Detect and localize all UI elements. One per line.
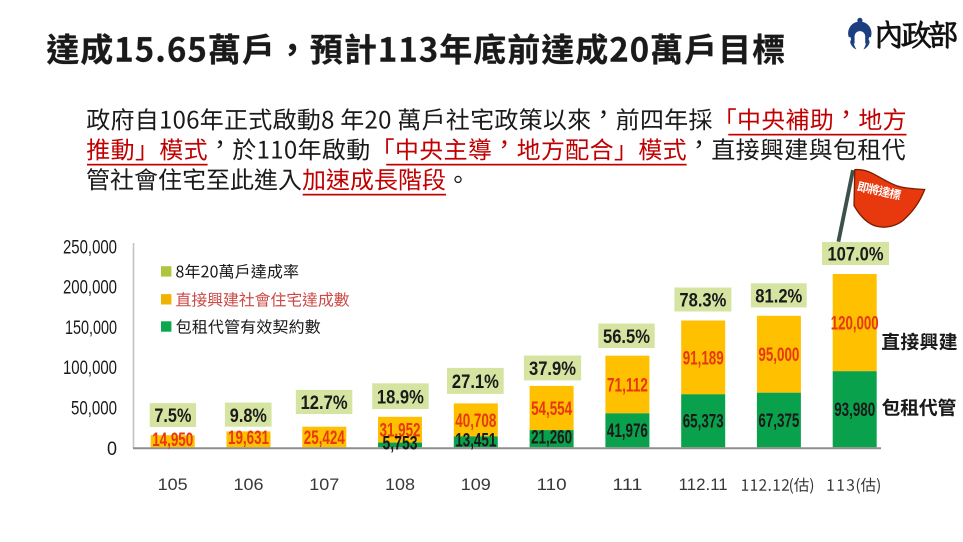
svg-text:54,554: 54,554 xyxy=(531,399,572,420)
svg-text:13,451: 13,451 xyxy=(455,431,496,452)
svg-text:25,424: 25,424 xyxy=(304,428,345,449)
svg-text:56.5%: 56.5% xyxy=(603,326,650,348)
svg-text:67,375: 67,375 xyxy=(758,411,799,432)
svg-text:105: 105 xyxy=(158,476,188,494)
svg-text:110: 110 xyxy=(537,476,567,494)
svg-text:12.7%: 12.7% xyxy=(301,392,348,414)
svg-text:37.9%: 37.9% xyxy=(529,358,576,380)
svg-text:18.9%: 18.9% xyxy=(377,386,424,408)
svg-text:81.2%: 81.2% xyxy=(755,286,802,308)
svg-text:120,000: 120,000 xyxy=(831,314,879,335)
svg-text:78.3%: 78.3% xyxy=(679,290,726,312)
svg-text:111: 111 xyxy=(612,476,642,494)
svg-text:107: 107 xyxy=(309,476,339,494)
svg-text:91,189: 91,189 xyxy=(683,348,724,369)
svg-text:65,373: 65,373 xyxy=(683,412,724,433)
svg-text:31,952: 31,952 xyxy=(380,421,421,442)
svg-text:93,980: 93,980 xyxy=(834,400,875,421)
svg-text:19,631: 19,631 xyxy=(228,428,269,449)
svg-text:14,950: 14,950 xyxy=(152,430,193,451)
svg-text:41,976: 41,976 xyxy=(607,421,648,442)
svg-text:108: 108 xyxy=(385,476,415,494)
svg-text:106: 106 xyxy=(234,476,264,494)
svg-text:9.8%: 9.8% xyxy=(230,405,267,427)
svg-text:109: 109 xyxy=(461,476,491,494)
svg-text:50,000: 50,000 xyxy=(71,398,117,420)
svg-text:21,260: 21,260 xyxy=(531,427,572,448)
svg-text:150,000: 150,000 xyxy=(65,317,117,339)
svg-text:200,000: 200,000 xyxy=(63,277,117,299)
svg-text:27.1%: 27.1% xyxy=(452,371,499,393)
svg-text:250,000: 250,000 xyxy=(63,236,117,258)
svg-text:95,000: 95,000 xyxy=(758,345,799,366)
svg-text:107.0%: 107.0% xyxy=(828,244,884,266)
svg-text:40,708: 40,708 xyxy=(455,411,496,432)
svg-text:100,000: 100,000 xyxy=(63,357,117,379)
svg-text:0: 0 xyxy=(107,438,117,460)
svg-text:71,112: 71,112 xyxy=(607,375,648,396)
svg-text:5,753: 5,753 xyxy=(383,434,418,455)
svg-text:112.11: 112.11 xyxy=(679,476,728,494)
svg-text:7.5%: 7.5% xyxy=(154,405,191,427)
